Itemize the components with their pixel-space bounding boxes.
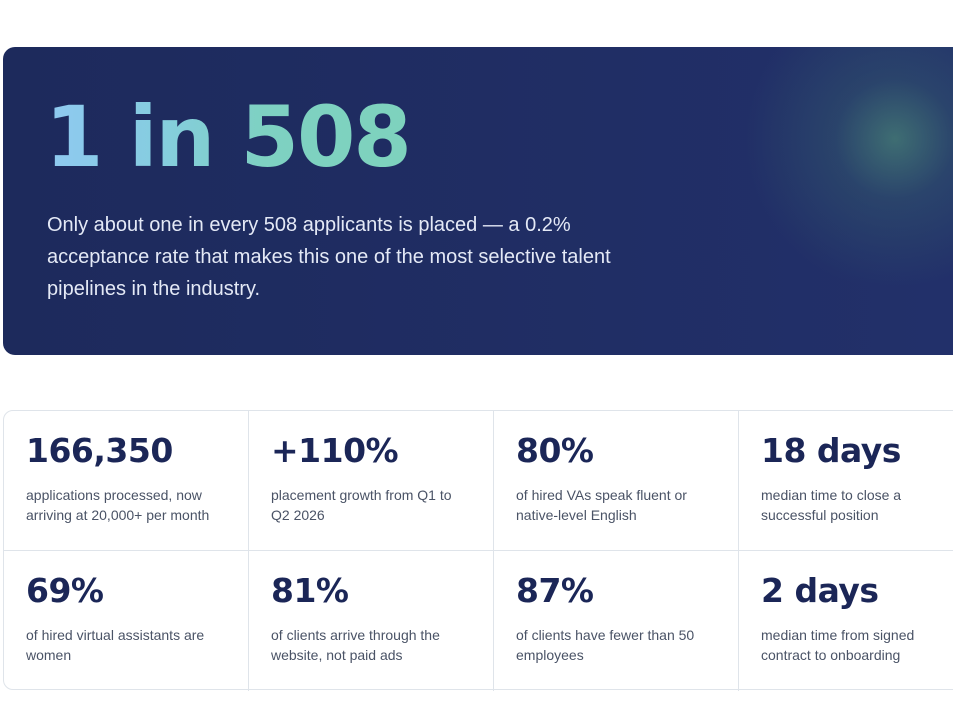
hero-headline: 1 in 508 bbox=[45, 88, 412, 186]
stat-label: of hired virtual assistants are women bbox=[26, 627, 205, 663]
stat-value: 69% bbox=[26, 571, 104, 610]
stat-label: of clients have fewer than 50 employees bbox=[516, 627, 695, 663]
stat-value: 18 days bbox=[761, 431, 901, 470]
stat-label: median time to close a successful positi… bbox=[761, 487, 902, 523]
stat-value: 81% bbox=[271, 571, 349, 610]
stat-card-women-hired: 69% of hired virtual assistants are wome… bbox=[4, 551, 249, 691]
stat-value: +110% bbox=[271, 431, 399, 470]
stat-label: median time from signed contract to onbo… bbox=[761, 627, 915, 663]
stat-value: 87% bbox=[516, 571, 594, 610]
stats-grid: 166,350 applications processed, now arri… bbox=[3, 410, 953, 691]
stat-label: applications processed, now arriving at … bbox=[26, 487, 210, 523]
stat-card-english-fluency: 80% of hired VAs speak fluent or native-… bbox=[494, 411, 739, 551]
stat-card-placement-growth: +110% placement growth from Q1 to Q2 202… bbox=[249, 411, 494, 551]
stat-label: placement growth from Q1 to Q2 2026 bbox=[271, 487, 452, 523]
stat-card-onboarding-time: 2 days median time from signed contract … bbox=[739, 551, 953, 691]
stat-label: of clients arrive through the website, n… bbox=[271, 627, 440, 663]
stat-value: 166,350 bbox=[26, 431, 173, 470]
hero-description: Only about one in every 508 applicants i… bbox=[47, 214, 611, 300]
stat-card-applications: 166,350 applications processed, now arri… bbox=[4, 411, 249, 551]
stat-card-website-clients: 81% of clients arrive through the websit… bbox=[249, 551, 494, 691]
stat-value: 80% bbox=[516, 431, 594, 470]
stat-value: 2 days bbox=[761, 571, 879, 610]
hero-banner: 1 in 508 Only about one in every 508 app… bbox=[3, 47, 953, 355]
stat-card-time-to-close: 18 days median time to close a successfu… bbox=[739, 411, 953, 551]
stat-label: of hired VAs speak fluent or native-leve… bbox=[516, 487, 687, 523]
stat-card-small-clients: 87% of clients have fewer than 50 employ… bbox=[494, 551, 739, 691]
